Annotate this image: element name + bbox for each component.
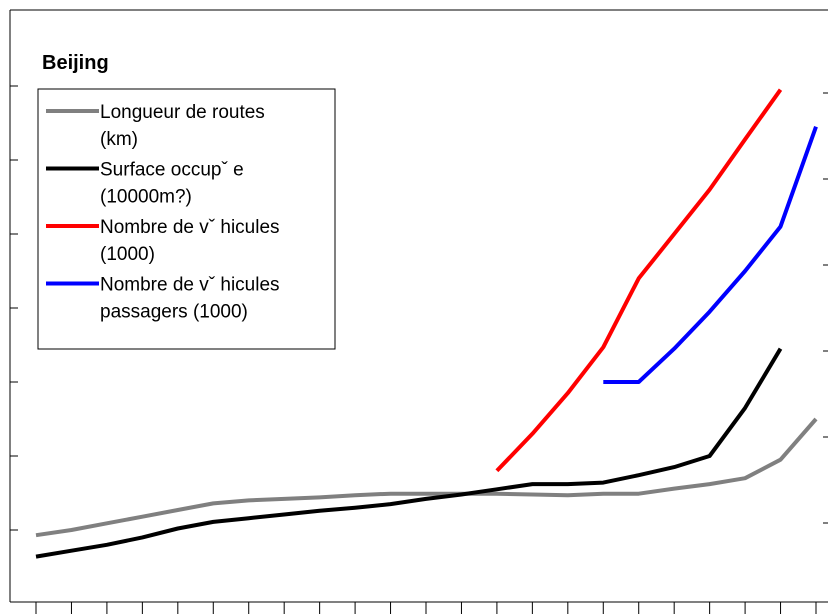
series-line-2 — [495, 88, 783, 473]
legend-label: (10000m?) — [100, 187, 192, 208]
chart-title: Beijing — [42, 52, 109, 74]
legend-box — [37, 88, 336, 350]
legend-label: Longueur de routes — [100, 102, 265, 123]
legend-label: passagers (1000) — [100, 302, 248, 323]
legend-label: Nombre de vˇ hicules — [100, 217, 280, 238]
x-axis — [10, 601, 828, 614]
legend-label: (1000) — [100, 244, 155, 265]
series-line-3 — [603, 126, 818, 384]
series-line-0 — [35, 417, 818, 538]
series-layer — [35, 88, 818, 559]
legend-label: (km) — [100, 129, 138, 150]
left-axis — [9, 10, 18, 602]
legend-label: Nombre de vˇ hicules — [100, 275, 280, 296]
series-line-1 — [35, 347, 783, 559]
right-axis — [823, 92, 828, 524]
legend: Longueur de routes (km) Surface occupˇ e (1… — [37, 88, 336, 350]
legend-label: Surface occupˇ e — [100, 160, 244, 181]
